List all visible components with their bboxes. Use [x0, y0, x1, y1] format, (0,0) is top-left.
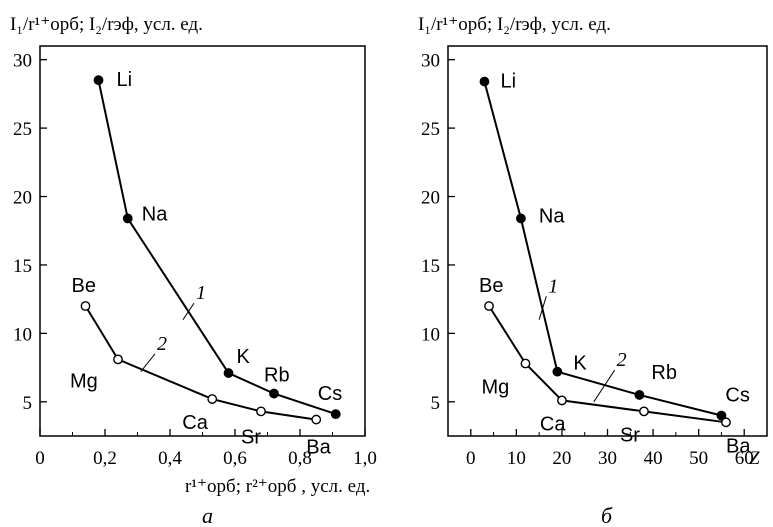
panel-b-xtick-label: 10: [507, 448, 526, 469]
panel-b-xtick-label: 0: [466, 448, 476, 469]
panel-b-xtick-label: 50: [689, 448, 708, 469]
panel-b-letter: б: [601, 503, 613, 527]
panel-b-point-na: [516, 213, 526, 224]
panel-b-xtick-label: 60: [735, 448, 754, 469]
panel-b-point-sr: [639, 406, 649, 417]
panel-a-letter: а: [202, 503, 213, 527]
panel-a-point-ca: [207, 394, 218, 404]
panel-b-series-1-leader: [538, 296, 547, 320]
panel-a-point-na: [122, 213, 133, 224]
panel-a-ytick-label: 25: [13, 119, 32, 140]
panel-a-xtick-label: 0: [35, 448, 45, 469]
panel-a-ytick-label: 15: [13, 256, 32, 277]
panel-a-point-rb: [269, 388, 279, 399]
panel-b-series-1-line: [483, 81, 722, 417]
panel-a-xtick-label: 0,8: [288, 448, 312, 469]
panel-b-point-label-cs: Cs: [725, 384, 749, 406]
panel-a-point-label-mg: Mg: [70, 370, 98, 392]
panel-b-point-label-ba: Ba: [726, 435, 751, 457]
panel-a-point-label-li: Li: [117, 69, 133, 91]
panel-a-point-label-sr: Sr: [241, 426, 261, 448]
panel-b-point-li: [479, 76, 490, 87]
panel-a-series-1-label: 1: [196, 282, 206, 304]
panel-a-ytick-label: 5: [23, 393, 33, 414]
panel-a-series-2-leader: [140, 353, 156, 372]
panel-a-xlabel: r¹⁺орб; r²⁺орб , усл. ед.: [185, 476, 370, 497]
panel-a-point-be: [80, 301, 91, 311]
panel-b-point-label-li: Li: [500, 71, 516, 93]
panel-b-xtick-label: 40: [644, 448, 663, 469]
panel-a-point-label-k: K: [237, 346, 251, 368]
panel-a-xtick-label: 0,6: [223, 448, 247, 469]
panel-b-xlabel: Z: [749, 448, 760, 469]
panel-a-point-sr: [256, 406, 266, 417]
panel-b-ytick-label: 10: [421, 324, 440, 345]
panel-b-point-be: [484, 301, 494, 311]
panel-a-point-label-na: Na: [142, 203, 168, 225]
panel-a-series-2-label: 2: [157, 333, 167, 355]
panel-a-ytick-label: 10: [13, 324, 32, 345]
panel-b-point-ba: [721, 417, 731, 428]
panel-b-ytick-label: 30: [421, 51, 440, 72]
panel-b-point-label-na: Na: [539, 205, 565, 227]
panel-a-ytick-label: 20: [13, 188, 32, 209]
panel-a: I₁/r¹⁺орб; I₂/rэф, усл. ед. 51015202530 …: [10, 14, 377, 527]
panel-a-point-label-ca: Ca: [182, 412, 208, 434]
panel-a-point-label-ba: Ba: [306, 437, 331, 459]
panel-a-point-ba: [311, 414, 322, 425]
panel-b-ylabel: I₁/r¹⁺орб; I₂/rэф, усл. ед.: [418, 14, 611, 35]
panel-a-ytick-label: 30: [13, 51, 32, 72]
panel-b-point-mg: [520, 358, 531, 369]
panel-a-ylabel: I₁/r¹⁺орб; I₂/rэф, усл. ед.: [10, 14, 203, 35]
panel-b-point-k: [552, 366, 563, 377]
panel-a-series-1-line: [97, 80, 337, 416]
panel-a-point-label-rb: Rb: [264, 365, 290, 387]
panel-b-ytick-label: 5: [431, 393, 441, 414]
panel-a-xtick-label: 0,2: [93, 448, 117, 469]
panel-b-point-label-sr: Sr: [620, 424, 640, 446]
panel-b-series-1-label: 1: [548, 275, 558, 297]
panel-b-point-label-mg: Mg: [481, 376, 509, 398]
panel-b: I₁/r¹⁺орб; I₂/rэф, усл. ед. 51015202530 …: [418, 14, 768, 527]
panel-b-xtick-label: 20: [552, 448, 571, 469]
panel-a-point-label-be: Be: [72, 275, 96, 297]
panel-b-point-label-ca: Ca: [540, 413, 566, 435]
panel-a-xtick-label: 0,4: [158, 448, 182, 469]
panel-b-series-2-label: 2: [617, 349, 627, 371]
panel-a-point-mg: [113, 354, 123, 365]
panel-b-ytick-label: 15: [421, 256, 440, 277]
panel-a-xtick-label: 1,0: [353, 448, 377, 469]
panel-a-point-li: [93, 75, 104, 86]
panel-b-point-label-k: K: [573, 353, 587, 375]
panel-a-point-k: [223, 368, 234, 378]
panel-b-point-rb: [634, 390, 645, 400]
panel-b-ytick-label: 20: [421, 188, 440, 209]
panel-b-point-cs: [716, 410, 727, 421]
panel-b-point-ca: [557, 395, 567, 406]
panel-b-point-label-be: Be: [479, 275, 503, 297]
panel-b-xtick-label: 30: [598, 448, 617, 469]
panel-b-point-label-rb: Rb: [651, 362, 677, 384]
panel-b-ytick-label: 25: [421, 119, 440, 140]
panel-a-point-label-cs: Cs: [318, 383, 342, 405]
panel-b-series-2-leader: [593, 369, 616, 403]
panel-a-point-cs: [330, 409, 341, 420]
panel-a-series-1-leader: [182, 302, 195, 320]
